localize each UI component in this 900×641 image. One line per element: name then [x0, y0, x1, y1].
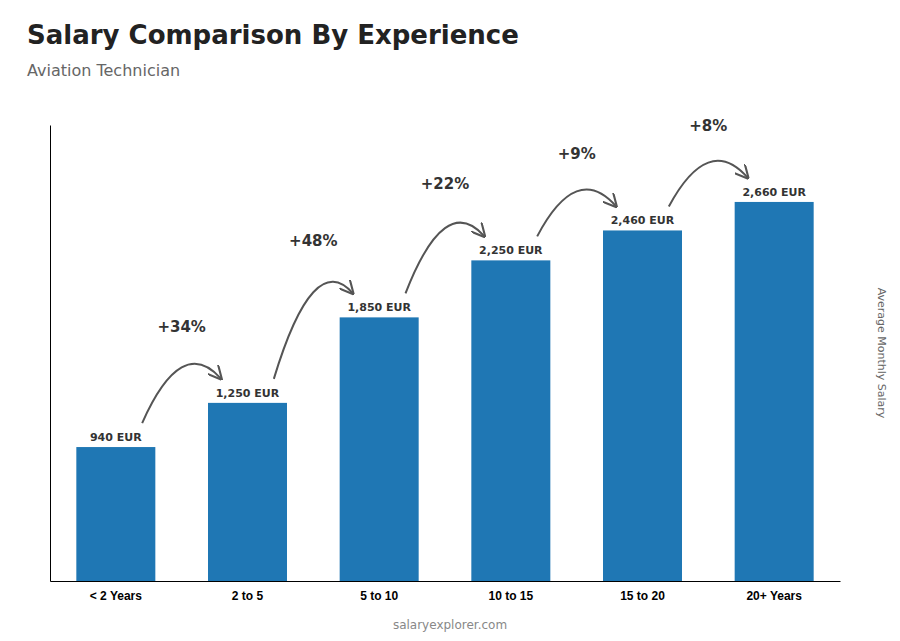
x-tick: 5 to 10	[360, 581, 398, 603]
pct-arrow	[274, 282, 353, 379]
value-label: 940 EUR	[90, 431, 142, 444]
bar	[471, 260, 550, 581]
x-tick-label: < 2 Years	[90, 589, 142, 603]
pct-arrow	[537, 190, 616, 237]
pct-label: +34%	[157, 318, 205, 336]
plot: < 2 Years 2 to 5 5 to 10 10 to 15 15 to 20 20…	[51, 117, 841, 603]
value-label: 1,850 EUR	[347, 301, 411, 314]
chart: Salary Comparison By Experience Aviation …	[0, 0, 900, 641]
value-label: 2,660 EUR	[742, 186, 806, 199]
y-axis-title: Average Monthly Salary	[875, 288, 888, 419]
pct-label: +9%	[558, 145, 596, 163]
pct-label: +8%	[689, 117, 727, 135]
value-label: 2,460 EUR	[611, 214, 675, 227]
x-tick: 2 to 5	[232, 581, 264, 603]
x-axis: < 2 Years 2 to 5 5 to 10 10 to 15 15 to 20 20…	[51, 581, 841, 603]
x-tick: 10 to 15	[488, 581, 533, 603]
subtitle: Aviation Technician	[27, 61, 180, 80]
x-tick-label: 15 to 20	[620, 589, 665, 603]
pct-arrow	[406, 223, 485, 294]
x-tick: 20+ Years	[746, 581, 802, 603]
bar	[208, 403, 287, 581]
x-tick-label: 20+ Years	[746, 589, 802, 603]
title: Salary Comparison By Experience	[27, 20, 519, 50]
x-tick: 15 to 20	[620, 581, 665, 603]
value-label: 2,250 EUR	[479, 244, 543, 257]
x-tick-label: 2 to 5	[232, 589, 264, 603]
bar	[76, 447, 155, 581]
value-labels: 940 EUR 1,250 EUR 1,850 EUR 2,250 EUR 2,460 …	[90, 186, 806, 444]
bar	[340, 317, 419, 581]
pct-arrow	[142, 364, 221, 423]
bars	[76, 202, 813, 581]
y-axis	[50, 126, 51, 582]
pct-label: +22%	[421, 175, 469, 193]
pct-arrow	[669, 161, 748, 207]
y-axis-line	[50, 126, 51, 582]
bar	[603, 230, 682, 581]
x-tick: < 2 Years	[90, 581, 142, 603]
bar	[735, 202, 814, 581]
x-tick-label: 10 to 15	[488, 589, 533, 603]
pct-label: +48%	[289, 232, 337, 250]
x-tick-label: 5 to 10	[360, 589, 398, 603]
value-label: 1,250 EUR	[216, 387, 280, 400]
watermark: salaryexplorer.com	[393, 618, 507, 632]
pct-changes: +34% +48% +22% +9% +8%	[142, 117, 748, 423]
x-axis-line	[51, 581, 841, 582]
